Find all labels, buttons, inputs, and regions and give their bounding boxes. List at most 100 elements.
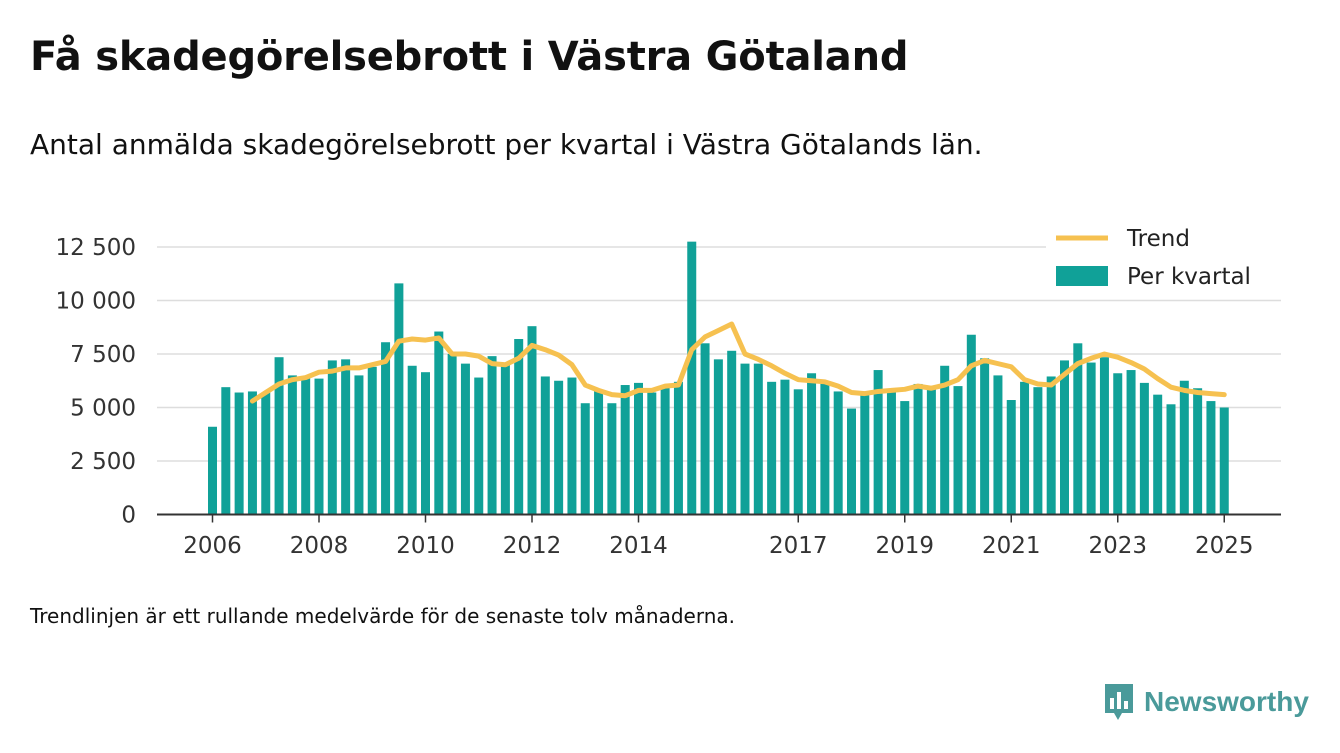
bar-2023Q4 xyxy=(1153,394,1163,515)
bar-2020Q2 xyxy=(966,334,976,515)
x-axis-ticks: 2006 2008 2010 2012 2014 2017 2019 2021 2023 2025 xyxy=(183,514,1254,559)
bar-2013Q2 xyxy=(594,390,604,515)
y-tick-label: 2 500 xyxy=(70,449,136,475)
bar-2019Q1 xyxy=(900,401,910,515)
x-tick-label: 2006 xyxy=(183,533,242,559)
bar-2024Q3 xyxy=(1193,388,1203,515)
y-tick-label: 10 000 xyxy=(56,289,136,315)
bar-2019Q3 xyxy=(926,389,936,515)
y-axis-ticks: 0 2 500 5 000 7 500 10 000 12 500 xyxy=(56,235,136,529)
bar-2013Q3 xyxy=(607,403,617,515)
bar-2012Q2 xyxy=(540,376,550,515)
bar-2006Q1 xyxy=(208,426,217,515)
bar-2017Q4 xyxy=(833,391,843,515)
y-tick-label: 0 xyxy=(121,503,136,529)
bar-2024Q4 xyxy=(1206,401,1216,515)
y-tick-label: 12 500 xyxy=(56,235,136,261)
bar-2025Q1 xyxy=(1219,407,1229,515)
bar-2022Q4 xyxy=(1099,357,1109,515)
bar-2016Q4 xyxy=(780,379,790,515)
bar-2018Q1 xyxy=(847,408,856,515)
bar-2021Q4 xyxy=(1046,376,1056,515)
bar-2015Q3 xyxy=(713,359,723,515)
bar-2011Q3 xyxy=(500,363,510,515)
bar-2024Q2 xyxy=(1179,380,1189,515)
bar-2012Q3 xyxy=(554,380,564,515)
bar-2011Q1 xyxy=(474,377,484,515)
bar-2014Q4 xyxy=(673,381,683,515)
bar-2018Q3 xyxy=(873,370,883,515)
y-tick-label: 5 000 xyxy=(70,396,136,422)
bar-2011Q2 xyxy=(487,356,497,515)
bar-2006Q3 xyxy=(234,392,244,515)
bar-2010Q4 xyxy=(460,363,470,515)
x-tick-label: 2017 xyxy=(769,533,828,559)
bar-2020Q3 xyxy=(980,358,990,515)
legend-bar-label: Per kvartal xyxy=(1127,264,1251,290)
bar-2007Q1 xyxy=(261,392,271,515)
bar-2021Q2 xyxy=(1020,381,1030,515)
chart-subtitle: Antal anmälda skadegörelsebrott per kvar… xyxy=(30,128,983,161)
bar-2022Q2 xyxy=(1073,343,1083,515)
brand-name: Newsworthy xyxy=(1144,686,1309,717)
bar-2014Q3 xyxy=(660,387,670,515)
bar-2022Q3 xyxy=(1086,362,1096,515)
bar-2024Q1 xyxy=(1166,404,1176,515)
bar-2015Q4 xyxy=(727,350,737,515)
bar-2008Q4 xyxy=(354,375,364,515)
bar-2014Q1 xyxy=(634,382,643,515)
x-tick-label: 2021 xyxy=(982,533,1041,559)
bar-2021Q1 xyxy=(1006,400,1016,515)
y-tick-label: 7 500 xyxy=(70,342,136,368)
bar-2013Q4 xyxy=(620,385,630,515)
bar-2010Q2 xyxy=(434,331,444,515)
bar-2009Q4 xyxy=(407,365,417,515)
x-tick-label: 2008 xyxy=(290,533,349,559)
x-tick-label: 2010 xyxy=(396,533,455,559)
bar-2007Q4 xyxy=(301,377,311,515)
trend-line xyxy=(249,321,1227,404)
brand-logo: Newsworthy xyxy=(1102,682,1309,722)
bar-2006Q2 xyxy=(221,387,231,515)
bar-2008Q3 xyxy=(341,359,351,515)
bar-2009Q2 xyxy=(381,342,391,515)
legend-bar-swatch xyxy=(1056,266,1108,286)
bar-2016Q3 xyxy=(767,381,777,515)
bar-2020Q1 xyxy=(953,386,963,515)
x-tick-label: 2023 xyxy=(1088,533,1147,559)
x-tick-label: 2012 xyxy=(503,533,562,559)
bar-2023Q1 xyxy=(1113,373,1123,515)
bar-2017Q2 xyxy=(807,373,817,515)
bar-2007Q3 xyxy=(287,375,297,515)
bar-2019Q2 xyxy=(913,383,923,515)
bar-2017Q3 xyxy=(820,381,830,515)
bar-2016Q1 xyxy=(740,363,750,515)
bar-2008Q1 xyxy=(314,378,324,515)
bar-2023Q3 xyxy=(1139,382,1149,515)
bar-2012Q4 xyxy=(567,377,577,515)
bar-series xyxy=(208,241,1229,515)
bar-2020Q4 xyxy=(993,375,1003,515)
bar-2013Q1 xyxy=(580,403,590,515)
footnote: Trendlinjen är ett rullande medelvärde f… xyxy=(30,604,736,628)
bar-2010Q3 xyxy=(447,354,457,515)
bar-2018Q2 xyxy=(860,392,870,515)
bar-2019Q4 xyxy=(940,365,950,515)
legend-trend-label: Trend xyxy=(1126,226,1190,252)
chart-area: 2006 2008 2010 2012 2014 2017 2019 2021 2023 2025… xyxy=(55,226,1281,559)
bar-2014Q2 xyxy=(647,392,657,515)
x-tick-label: 2014 xyxy=(609,533,668,559)
bar-2021Q3 xyxy=(1033,387,1043,515)
bar-2010Q1 xyxy=(421,372,430,515)
newsworthy-logo-icon xyxy=(1105,684,1133,720)
bar-2015Q1 xyxy=(687,241,697,515)
bar-2008Q2 xyxy=(327,360,337,515)
bar-2009Q1 xyxy=(367,366,377,515)
bar-2012Q1 xyxy=(527,326,537,515)
bar-2016Q2 xyxy=(753,363,763,515)
bar-2015Q2 xyxy=(700,343,710,515)
bar-2017Q1 xyxy=(793,389,803,515)
bar-2007Q2 xyxy=(274,357,284,515)
bar-2009Q3 xyxy=(394,283,404,515)
bar-2006Q4 xyxy=(247,391,257,515)
